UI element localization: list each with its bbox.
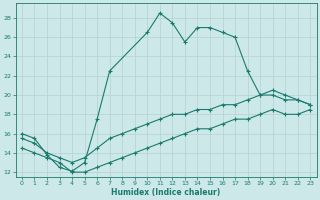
X-axis label: Humidex (Indice chaleur): Humidex (Indice chaleur) [111,188,221,197]
